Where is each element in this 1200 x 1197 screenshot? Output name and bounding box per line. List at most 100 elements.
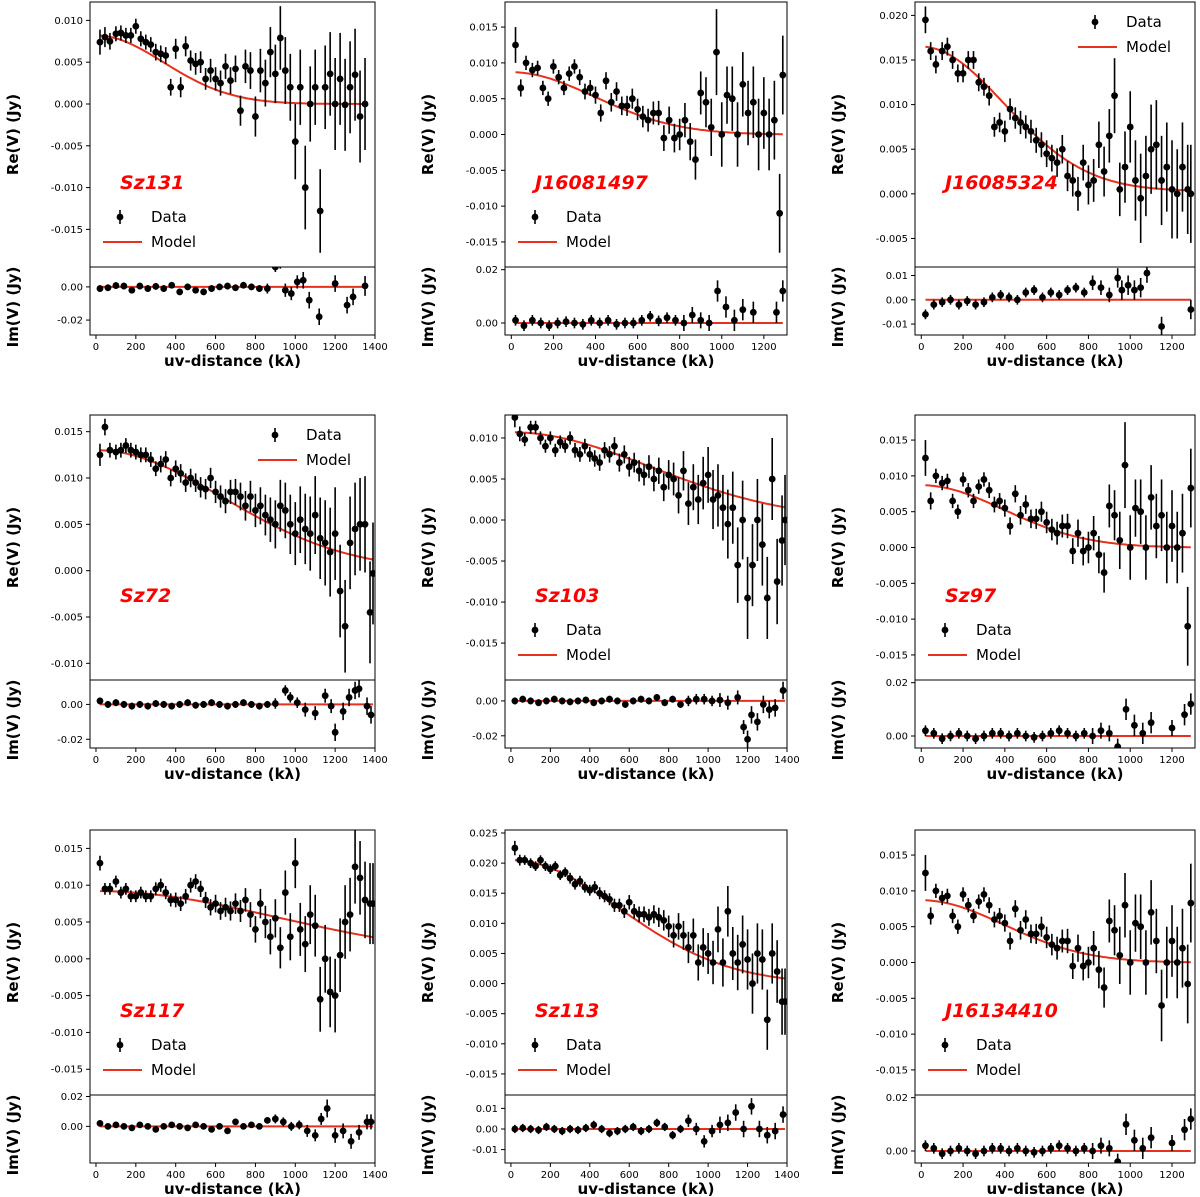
real-data-point	[689, 931, 697, 939]
real-ytick-label: 0.010	[469, 58, 498, 69]
real-data-point	[970, 56, 977, 64]
real-data-point	[650, 910, 658, 918]
real-data-point	[932, 887, 940, 895]
real-data-point	[346, 539, 354, 547]
real-data-point	[1179, 529, 1186, 537]
real-data-point	[1053, 159, 1061, 167]
real-data-point	[1001, 504, 1009, 512]
real-data-point	[704, 471, 712, 479]
imag-data-point	[248, 701, 255, 708]
imag-data-point	[1124, 281, 1132, 289]
real-data-point	[628, 95, 636, 103]
source-name-label: Sz113	[535, 1000, 599, 1022]
imag-data-point	[755, 1125, 763, 1133]
imag-data-point	[279, 267, 282, 268]
imag-data-point	[1089, 732, 1097, 740]
real-data-point	[640, 471, 648, 479]
imag-data-point	[606, 695, 613, 703]
imag-data-point	[144, 1122, 152, 1130]
real-data-point	[101, 885, 109, 893]
imag-data-point	[558, 1127, 566, 1135]
real-ytick-label: -0.010	[876, 615, 908, 626]
xtick-label: 0	[508, 1170, 514, 1181]
imag-data-point	[1022, 1147, 1030, 1155]
imag-ytick-label: 0.00	[886, 295, 908, 306]
real-ytick-label: 0.015	[54, 844, 83, 855]
imag-y-axis-label: Im(V) (Jy)	[419, 1095, 437, 1176]
real-data-point	[1074, 529, 1082, 537]
real-data-point	[1111, 511, 1118, 519]
real-data-point	[1137, 508, 1145, 516]
real-data-point	[645, 913, 653, 921]
real-data-point	[1085, 959, 1092, 966]
imag-axes-frame	[504, 679, 788, 749]
xtick-label: 1200	[1159, 1170, 1184, 1181]
imag-data-point	[192, 1121, 200, 1129]
xtick-label: 1000	[283, 342, 308, 353]
real-data-point	[550, 63, 557, 70]
imag-data-point	[327, 702, 335, 710]
imag-data-point	[724, 699, 732, 707]
imag-data-point	[528, 316, 536, 324]
source-name-label: Sz72	[120, 585, 171, 607]
real-data-point	[601, 446, 608, 454]
imag-data-point	[705, 319, 713, 327]
real-data-point	[1079, 962, 1087, 970]
imag-data-point	[684, 697, 692, 705]
real-ytick-label: 0.010	[879, 471, 908, 482]
imag-data-point	[216, 701, 223, 708]
imag-data-point	[574, 697, 582, 705]
real-data-point	[630, 459, 638, 466]
real-data-point	[645, 463, 653, 471]
real-data-point	[247, 911, 254, 919]
real-data-point	[744, 956, 751, 963]
imag-data-point	[661, 699, 669, 707]
x-axis-label: uv-distance (kλ)	[987, 765, 1124, 783]
imag-data-point	[1097, 727, 1105, 735]
real-data-point	[306, 530, 314, 538]
imag-data-point	[208, 699, 215, 707]
imag-ytick-label: 0.00	[476, 696, 498, 707]
imag-plot-area	[922, 693, 1195, 748]
imag-data-point	[980, 298, 988, 306]
real-data-point	[980, 476, 988, 483]
real-data-point	[296, 925, 304, 933]
real-data-point	[182, 479, 190, 487]
real-data-point	[1100, 569, 1108, 576]
imag-data-point	[598, 1125, 606, 1133]
real-data-point	[684, 500, 692, 508]
legend-model-label: Model	[976, 646, 1021, 664]
real-data-point	[1064, 522, 1071, 530]
imag-data-point	[677, 701, 684, 708]
panel-sz117: -0.015-0.010-0.0050.0000.0050.0100.0150.…	[4, 829, 388, 1197]
real-data-point	[512, 41, 519, 49]
real-data-point	[276, 944, 284, 952]
imag-data-point	[112, 1121, 120, 1129]
legend-model-label: Model	[151, 233, 196, 251]
real-data-point	[326, 548, 334, 556]
real-data-point	[546, 865, 554, 873]
imag-data-point	[317, 1115, 325, 1123]
imag-data-point	[240, 281, 247, 289]
legend-data-marker	[531, 626, 539, 634]
real-data-point	[197, 58, 205, 66]
real-data-point	[964, 486, 972, 494]
real-data-point	[527, 859, 535, 867]
real-data-point	[991, 916, 998, 923]
real-data-point	[227, 488, 234, 496]
imag-data-point	[574, 1126, 582, 1134]
real-data-point	[369, 570, 375, 577]
imag-data-point	[1080, 289, 1088, 296]
real-ytick-label: -0.005	[466, 166, 498, 177]
real-data-point	[106, 885, 114, 893]
real-data-point	[1090, 529, 1098, 537]
real-data-point	[266, 516, 274, 524]
imag-data-point	[184, 283, 192, 291]
imag-data-point	[740, 723, 748, 731]
real-data-point	[932, 61, 940, 68]
xtick-label: 0	[918, 755, 924, 766]
real-data-point	[781, 516, 787, 524]
real-data-point	[596, 889, 604, 897]
real-data-point	[985, 92, 993, 100]
legend-data-marker	[116, 1041, 124, 1049]
